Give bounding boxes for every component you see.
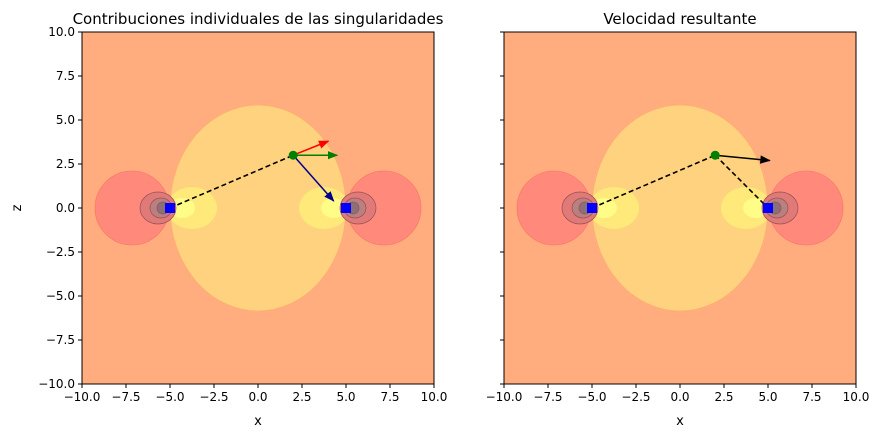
left-y-tick-label: 0.0 — [56, 201, 75, 215]
right-x-tick-label: 0.0 — [670, 390, 689, 404]
left-title: Contribuciones individuales de las singu… — [73, 10, 444, 28]
left-x-ticks: −10.0 −7.5 −5.0 −2.5 0.0 2.5 5.0 7.5 10.0 — [64, 384, 448, 404]
right-velocity-vector — [715, 154, 771, 164]
left-y-tick-label: −7.5 — [46, 333, 75, 347]
left-y-tick-label: 2.5 — [56, 157, 75, 171]
left-x-axis-label: x — [254, 414, 262, 429]
left-x-tick-label: 2.5 — [292, 390, 311, 404]
left-x-tick-label: −2.5 — [199, 390, 228, 404]
left-x-tick-label: −5.0 — [155, 390, 184, 404]
right-x-tick-label: 10.0 — [843, 390, 870, 404]
right-x-tick-label: 2.5 — [714, 390, 733, 404]
right-overlay — [587, 150, 773, 213]
left-evaluation-point — [288, 150, 298, 160]
left-y-ticks: −10.0 −7.5 −5.0 −2.5 0.0 2.5 5.0 7.5 10.0 — [38, 25, 82, 391]
left-y-tick-label: −10.0 — [38, 377, 75, 391]
left-plot-area — [82, 32, 434, 384]
left-y-tick-label: −2.5 — [46, 245, 75, 259]
left-x-tick-label: −7.5 — [111, 390, 140, 404]
left-singularity-marker — [165, 203, 175, 213]
left-y-tick-label: 7.5 — [56, 69, 75, 83]
right-singularity-marker — [587, 203, 597, 213]
left-overlay — [165, 140, 351, 213]
left-y-tick-label: −5.0 — [46, 289, 75, 303]
right-plot-area — [504, 32, 856, 384]
left-x-tick-label: 0.0 — [248, 390, 267, 404]
left-x-tick-label: 10.0 — [421, 390, 448, 404]
right-x-axis-label: x — [676, 414, 684, 429]
right-x-tick-label: −5.0 — [577, 390, 606, 404]
right-x-tick-label: −2.5 — [621, 390, 650, 404]
left-dashed-line — [169, 154, 294, 209]
right-dashed-line — [714, 154, 769, 209]
right-singularity-marker — [763, 203, 773, 213]
left-x-tick-label: 7.5 — [380, 390, 399, 404]
right-panel: Velocidad resultante — [486, 10, 870, 429]
left-contour-field — [82, 32, 434, 384]
left-velocity-vector — [292, 154, 335, 202]
left-y-tick-label: 10.0 — [48, 25, 75, 39]
right-x-ticks: −10.0 −7.5 −5.0 −2.5 0.0 2.5 5.0 7.5 10.0 — [486, 384, 870, 404]
right-x-tick-label: 5.0 — [758, 390, 777, 404]
right-x-tick-label: 7.5 — [802, 390, 821, 404]
right-x-tick-label: −10.0 — [486, 390, 523, 404]
left-panel: Contribuciones individuales de las singu… — [10, 10, 447, 429]
left-singularity-marker — [341, 203, 351, 213]
right-evaluation-point — [710, 150, 720, 160]
left-x-tick-label: −10.0 — [64, 390, 101, 404]
left-x-tick-label: 5.0 — [336, 390, 355, 404]
left-y-axis-label: z — [10, 204, 25, 211]
right-y-ticks — [500, 31, 504, 385]
right-title: Velocidad resultante — [603, 10, 756, 28]
right-dashed-line — [591, 154, 716, 209]
left-y-tick-label: 5.0 — [56, 113, 75, 127]
right-x-tick-label: −7.5 — [533, 390, 562, 404]
left-velocity-vector — [292, 140, 330, 156]
right-contour-field — [504, 32, 856, 384]
